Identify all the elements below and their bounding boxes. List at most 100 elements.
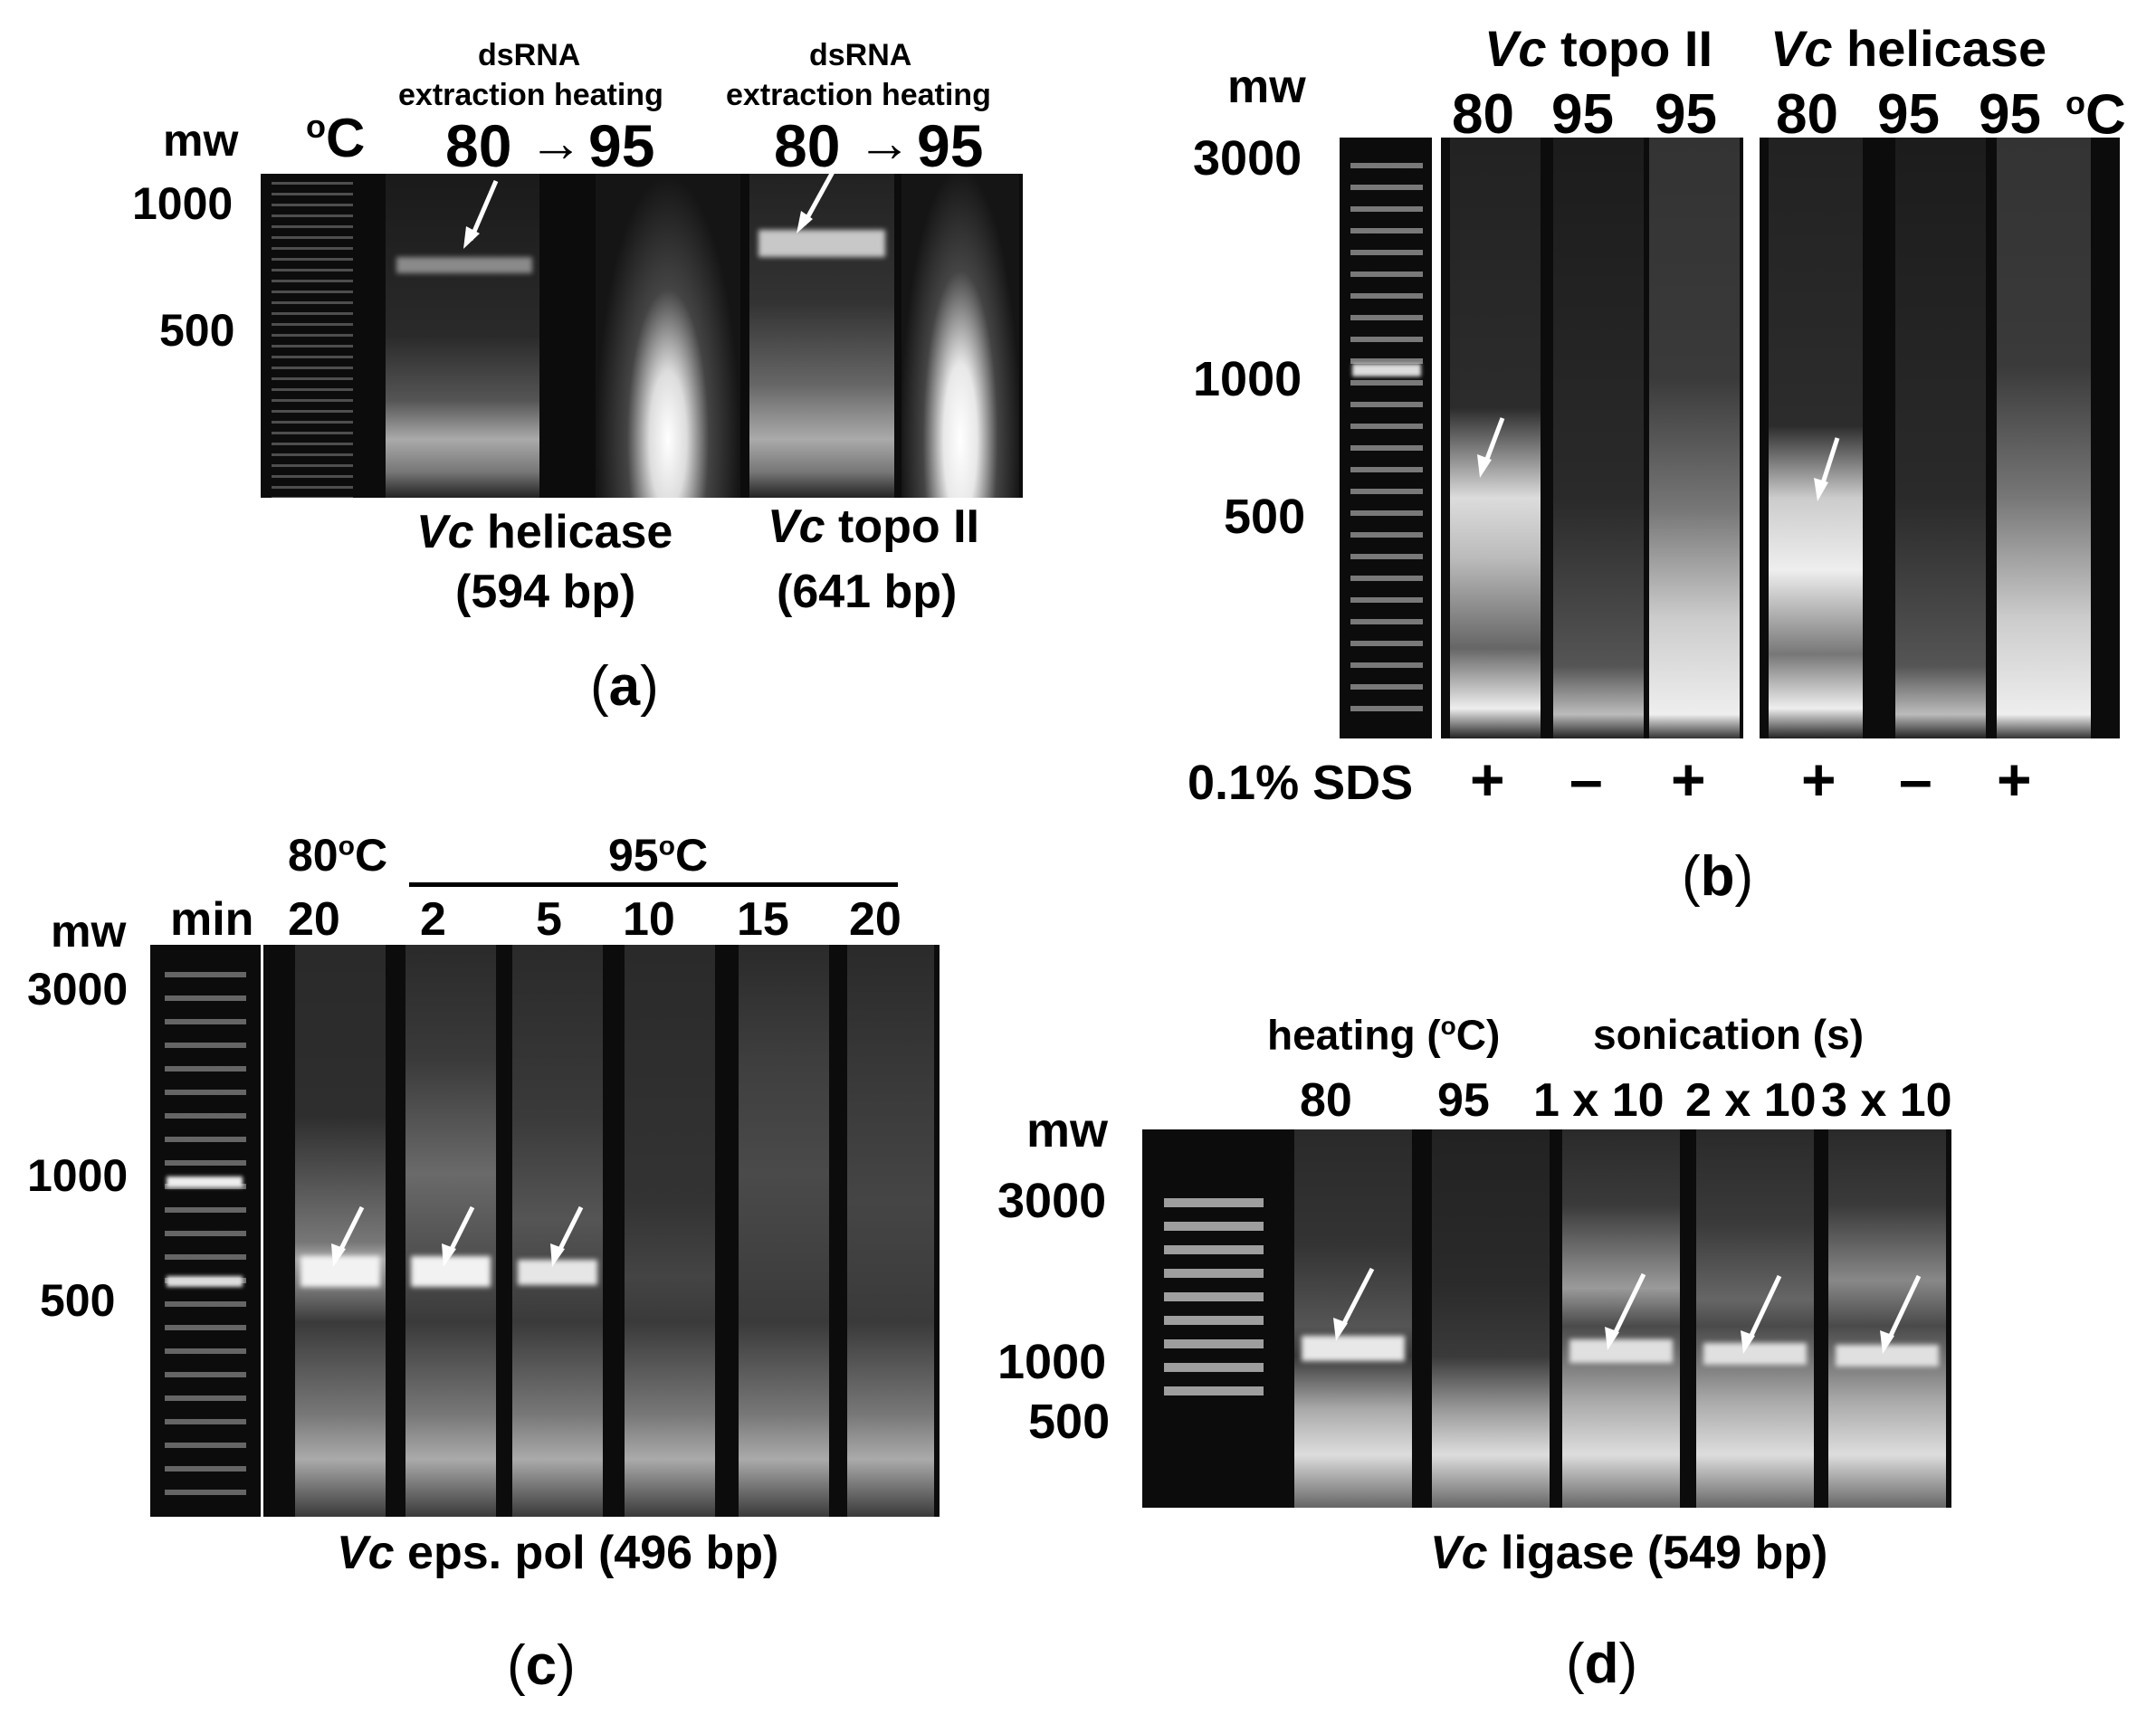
panel-c-marker-500: 500 <box>40 1275 116 1326</box>
gel-band <box>396 257 532 273</box>
panel-b-sds-sign-3: + <box>1671 746 1706 813</box>
panel-a-gene1-name: Vc helicase <box>416 506 673 558</box>
gel-lane <box>1553 138 1644 738</box>
panel-c-caption: Vc eps. pol (496 bp) <box>337 1527 779 1579</box>
panel-c-time-3: 5 <box>536 893 562 946</box>
gel-lane <box>1649 138 1740 738</box>
panel-a-gene2-size: (641 bp) <box>777 566 958 618</box>
panel-b-temp-lane3: 95 <box>1655 83 1717 146</box>
panel-c-temp1: 80oC <box>288 830 388 881</box>
panel-a-temp-from-1: 80 <box>445 112 512 179</box>
panel-d-marker-500: 500 <box>1028 1395 1111 1449</box>
ladder-band <box>167 1176 243 1187</box>
panel-d-marker-1000: 1000 <box>997 1335 1107 1389</box>
panel-d-gel-image <box>1142 1129 1951 1508</box>
panel-d-sonication-label: sonication (s) <box>1593 1011 1865 1058</box>
panel-a-header1-line2: extraction heating <box>398 78 663 112</box>
panel-a-header2-line1: dsRNA <box>809 38 912 72</box>
panel-b-temp-lane2: 95 <box>1551 83 1614 146</box>
panel-d-heating-label: heating (oC) <box>1267 1011 1501 1059</box>
panel-c-time-1: 20 <box>288 893 340 946</box>
panel-b-sds-sign-4: + <box>1801 746 1836 813</box>
gel-band <box>411 1256 491 1287</box>
panel-b-unit-label: oC <box>2065 83 2126 147</box>
panel-b-group2-label: Vc helicase <box>1770 20 2047 77</box>
panel-a-header1-line1: dsRNA <box>478 38 581 72</box>
panel-b-ladder-gel <box>1340 138 1432 738</box>
gel-lane <box>1294 1129 1412 1508</box>
ladder-band <box>167 1276 243 1287</box>
panel-d-marker-3000: 3000 <box>997 1174 1107 1228</box>
panel-a-marker-1000: 1000 <box>132 178 234 229</box>
panel-b-marker-500: 500 <box>1224 490 1306 544</box>
panel-c-time-6: 20 <box>849 893 902 946</box>
panel-b-sds-sign-1: + <box>1470 746 1505 813</box>
panel-b-sds-sign-5: – <box>1899 746 1932 813</box>
gel-lane <box>847 945 934 1517</box>
panel-c-gel-image <box>150 945 940 1517</box>
ladder-band <box>1352 364 1421 376</box>
gel-band <box>1302 1336 1405 1361</box>
panel-b-marker-3000: 3000 <box>1193 131 1302 186</box>
gel-lane <box>1432 1129 1550 1508</box>
ladder-lane <box>1350 147 1423 726</box>
panel-c-mw-label: mw <box>51 906 127 957</box>
gel-lane <box>902 174 1019 498</box>
panel-a-arrow-glyph-2: → <box>857 112 911 173</box>
panel-a-mw-label: mw <box>163 115 239 166</box>
panel-b-sds-sign-2: – <box>1569 746 1603 813</box>
gel-band <box>518 1260 597 1285</box>
panel-b-temp-lane4: 80 <box>1776 83 1838 146</box>
ladder-lane <box>272 174 353 498</box>
gel-band <box>1569 1339 1673 1363</box>
panel-b-mw-label: mw <box>1227 61 1306 113</box>
panel-c-time-4: 10 <box>623 893 675 946</box>
panel-c-time-2: 2 <box>420 893 446 946</box>
panel-c-time-5: 15 <box>737 893 789 946</box>
panel-c-temp2: 95oC <box>608 830 709 881</box>
gel-lane <box>1997 138 2091 738</box>
panel-b-sds-label: 0.1% SDS <box>1188 756 1414 810</box>
panel-b-temp-lane6: 95 <box>1979 83 2041 146</box>
gel-lane <box>1828 1129 1946 1508</box>
panel-c-min-label: min <box>170 893 254 946</box>
panel-c-marker-1000: 1000 <box>27 1150 129 1201</box>
gel-lane <box>512 945 603 1517</box>
gel-lane <box>295 945 386 1517</box>
ladder-lane <box>1164 1184 1264 1410</box>
panel-b-temp-lane1: 80 <box>1452 83 1514 146</box>
panel-c-label: (c) <box>507 1634 576 1697</box>
panel-a-temp-from-2: 80 <box>774 112 841 179</box>
gel-lane <box>749 174 894 498</box>
panel-d-mw-label: mw <box>1026 1103 1109 1157</box>
panel-c-95-bracket-line <box>409 882 898 887</box>
gel-band <box>758 230 885 257</box>
panel-b-temp-lane5: 95 <box>1877 83 1940 146</box>
gel-lane <box>1769 138 1863 738</box>
ladder-lane <box>165 954 246 1497</box>
lane-separator <box>261 945 263 1517</box>
gel-lane <box>739 945 829 1517</box>
panel-a-header2-line2: extraction heating <box>726 78 991 112</box>
panel-d-lane-4: 2 x 10 <box>1685 1074 1817 1127</box>
panel-b-sds-sign-6: + <box>1997 746 2032 813</box>
gel-band <box>301 1256 380 1287</box>
panel-d-label: (d) <box>1566 1633 1638 1695</box>
panel-a-arrow-glyph-1: → <box>529 112 583 173</box>
gel-lane <box>1895 138 1986 738</box>
panel-a-unit-label: oC <box>306 108 366 168</box>
gel-lane <box>386 174 539 498</box>
panel-a-gene2-name: Vc topo II <box>768 500 980 553</box>
gel-band <box>1836 1345 1939 1367</box>
panel-a-temp-to-2: 95 <box>917 112 984 179</box>
panel-d-lane-5: 3 x 10 <box>1821 1074 1952 1127</box>
gel-band <box>1703 1343 1807 1365</box>
gel-lane <box>596 174 740 498</box>
panel-c-marker-3000: 3000 <box>27 964 129 1014</box>
gel-lane <box>1696 1129 1814 1508</box>
panel-a-gene1-size: (594 bp) <box>455 566 636 618</box>
